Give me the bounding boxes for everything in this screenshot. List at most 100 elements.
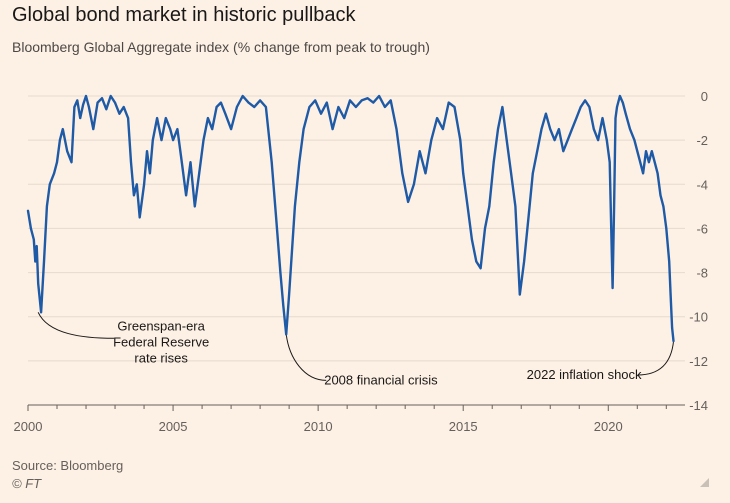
data-point-0-6 bbox=[40, 311, 42, 314]
annotation-leader-0 bbox=[37, 312, 115, 339]
data-point-0-61 bbox=[259, 99, 261, 102]
annotation-label-0-0: Greenspan-era bbox=[117, 318, 205, 333]
data-point-0-130 bbox=[592, 128, 595, 131]
data-point-0-67 bbox=[285, 333, 288, 336]
chart-title: Global bond market in historic pullback bbox=[12, 4, 356, 26]
data-point-0-13 bbox=[61, 128, 64, 131]
data-point-0-72 bbox=[302, 128, 305, 131]
data-point-0-101 bbox=[466, 205, 469, 208]
data-point-0-146 bbox=[642, 172, 644, 175]
data-point-0-135 bbox=[611, 287, 614, 289]
corner-mark bbox=[700, 478, 709, 487]
data-point-0-102 bbox=[471, 238, 473, 241]
data-point-0-59 bbox=[247, 101, 250, 104]
data-point-0-49 bbox=[198, 172, 201, 175]
data-point-0-27 bbox=[114, 101, 116, 104]
y-tick-label-6: -12 bbox=[689, 354, 708, 369]
data-point-0-11 bbox=[56, 161, 58, 164]
data-point-0-147 bbox=[645, 150, 647, 153]
data-point-0-74 bbox=[314, 99, 317, 102]
data-point-0-139 bbox=[619, 95, 621, 97]
series bbox=[26, 94, 675, 343]
source-note: Source: Bloomberg bbox=[12, 458, 124, 473]
data-point-0-75 bbox=[320, 112, 322, 115]
data-point-0-104 bbox=[479, 267, 482, 270]
data-point-0-89 bbox=[401, 172, 404, 175]
data-point-0-122 bbox=[558, 128, 560, 131]
data-point-0-34 bbox=[138, 216, 141, 219]
data-point-0-131 bbox=[597, 139, 599, 142]
data-point-0-33 bbox=[135, 183, 138, 186]
data-point-0-22 bbox=[92, 128, 95, 131]
annotation-label-0-1: Federal Reserve bbox=[113, 334, 209, 349]
data-point-0-134 bbox=[608, 161, 611, 164]
data-point-0-63 bbox=[270, 161, 273, 164]
y-tick-label-5: -10 bbox=[689, 310, 708, 325]
data-point-0-83 bbox=[366, 97, 369, 100]
data-point-0-60 bbox=[253, 106, 256, 108]
data-point-0-103 bbox=[475, 260, 478, 263]
y-tick-label-3: -6 bbox=[696, 221, 708, 236]
data-point-0-29 bbox=[122, 106, 125, 108]
data-point-0-149 bbox=[650, 150, 653, 153]
data-point-0-30 bbox=[127, 117, 129, 119]
data-point-0-26 bbox=[109, 95, 112, 97]
data-point-0-54 bbox=[220, 101, 222, 104]
data-point-0-16 bbox=[73, 106, 76, 108]
data-point-0-23 bbox=[96, 101, 99, 104]
data-point-0-68 bbox=[288, 293, 290, 296]
data-point-0-136 bbox=[613, 205, 615, 208]
data-point-0-39 bbox=[156, 117, 159, 119]
data-point-0-116 bbox=[531, 172, 534, 175]
data-point-0-77 bbox=[331, 128, 334, 131]
data-point-0-154 bbox=[665, 227, 668, 230]
annotation-leader-1 bbox=[285, 334, 327, 381]
data-point-0-150 bbox=[653, 161, 656, 164]
data-point-0-86 bbox=[384, 106, 386, 108]
data-point-0-151 bbox=[656, 172, 659, 175]
data-point-0-157 bbox=[671, 326, 673, 329]
data-point-0-82 bbox=[360, 99, 363, 102]
data-point-0-98 bbox=[453, 106, 456, 108]
data-point-0-87 bbox=[389, 99, 392, 102]
data-point-0-15 bbox=[70, 161, 73, 164]
data-point-0-85 bbox=[378, 95, 380, 97]
y-tick-label-7: -14 bbox=[689, 398, 708, 413]
data-point-0-44 bbox=[176, 128, 179, 131]
y-tick-label-2: -4 bbox=[696, 177, 708, 192]
data-point-0-57 bbox=[236, 106, 238, 108]
data-point-0-25 bbox=[105, 108, 108, 111]
data-point-0-129 bbox=[588, 106, 591, 108]
data-point-0-119 bbox=[545, 112, 547, 115]
data-point-0-127 bbox=[579, 106, 582, 108]
data-point-0-100 bbox=[462, 172, 465, 175]
data-point-0-71 bbox=[298, 161, 301, 164]
data-point-0-52 bbox=[211, 128, 214, 131]
data-point-0-43 bbox=[172, 139, 175, 142]
data-point-0-145 bbox=[639, 161, 642, 164]
data-point-0-109 bbox=[501, 106, 504, 108]
data-point-0-138 bbox=[616, 106, 618, 108]
annotation-label-0-2: rate rises bbox=[134, 350, 188, 365]
data-point-0-143 bbox=[633, 139, 636, 142]
data-point-0-47 bbox=[189, 161, 192, 164]
data-point-0-94 bbox=[430, 139, 433, 142]
data-point-0-50 bbox=[202, 139, 205, 142]
data-point-0-158 bbox=[672, 340, 675, 342]
data-point-0-155 bbox=[668, 260, 671, 263]
data-point-0-46 bbox=[185, 194, 188, 197]
annotation-label-2-0: 2022 inflation shock bbox=[527, 367, 642, 382]
data-point-0-18 bbox=[79, 117, 82, 119]
x-axis: 2000 2005 2010 2015 2020 bbox=[14, 405, 667, 434]
x-tick-label-0: 2000 bbox=[14, 419, 43, 434]
data-point-0-19 bbox=[82, 103, 84, 106]
data-point-0-69 bbox=[291, 249, 293, 252]
data-point-0-38 bbox=[151, 139, 154, 142]
data-point-0-73 bbox=[308, 106, 311, 108]
data-point-0-55 bbox=[224, 112, 227, 115]
data-point-0-115 bbox=[527, 216, 530, 219]
data-point-0-113 bbox=[518, 293, 521, 296]
data-point-0-140 bbox=[621, 101, 624, 104]
